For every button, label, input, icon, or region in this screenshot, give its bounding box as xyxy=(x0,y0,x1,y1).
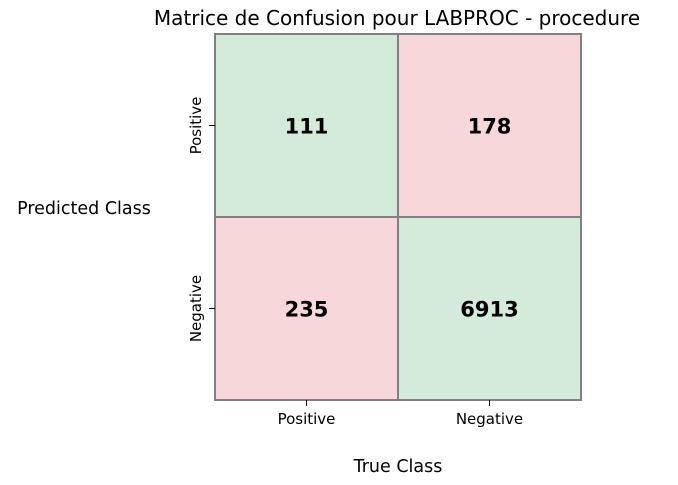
cell-value-label: 178 xyxy=(468,115,512,139)
x-axis-label: True Class xyxy=(353,457,443,477)
cell-value-label: 111 xyxy=(285,115,329,139)
cell-value-label: 6913 xyxy=(460,298,518,322)
cell-value-label: 235 xyxy=(285,298,329,322)
y-axis-label: Predicted Class xyxy=(17,199,151,219)
heatmap-cell-negative-negative xyxy=(397,216,582,401)
y-tick-label: Positive xyxy=(187,97,205,155)
axis-ticks: Positive Negative Positive Negative xyxy=(187,97,523,428)
heatmap-cells xyxy=(214,33,582,401)
heatmap-cell-positive-positive xyxy=(214,33,399,218)
x-tick-label: Negative xyxy=(456,410,523,428)
chart-title: Matrice de Confusion pour LABPROC - proc… xyxy=(154,6,640,30)
y-tick-label: Negative xyxy=(187,275,205,342)
cell-value-labels: 111 178 235 6913 xyxy=(285,115,519,322)
heatmap-cell-negative-positive xyxy=(214,216,399,401)
heatmap-cell-positive-negative xyxy=(397,33,582,218)
x-tick-label: Positive xyxy=(278,410,336,428)
